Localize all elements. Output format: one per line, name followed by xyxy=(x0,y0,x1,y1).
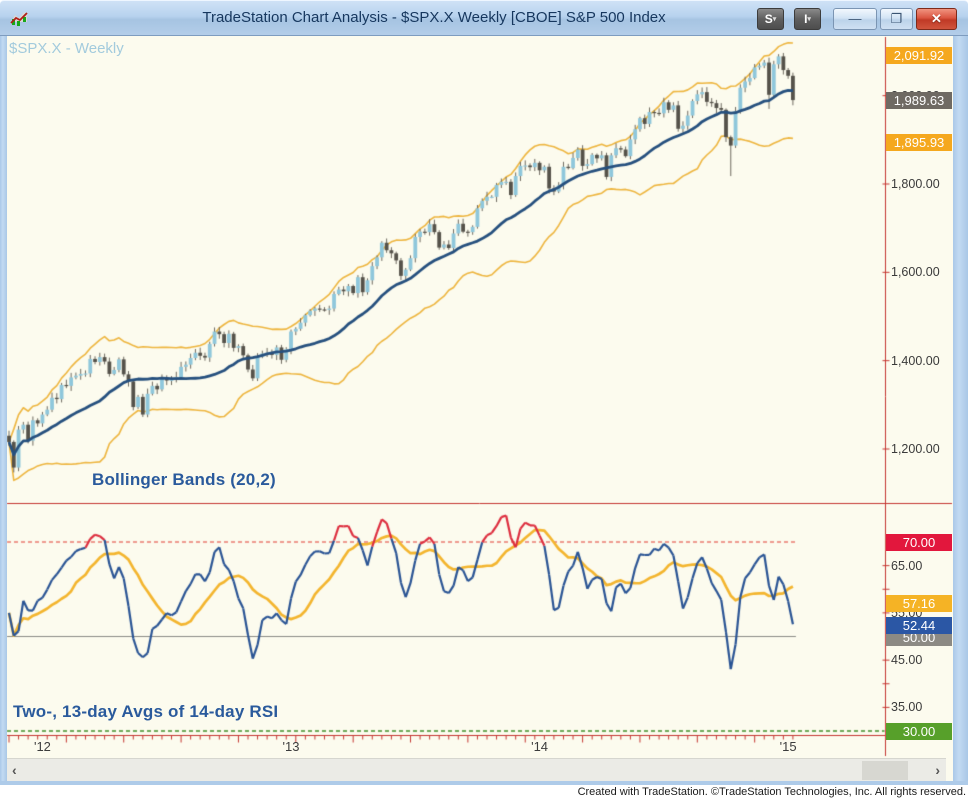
last-price-badge: 1,989.63 xyxy=(886,92,952,110)
bollinger-bands-label: Bollinger Bands (20,2) xyxy=(92,470,276,489)
price-axis-label: 1,400.00 xyxy=(891,353,940,368)
rsi-indicator-label: Two-, 13-day Avgs of 14-day RSI xyxy=(13,702,279,721)
scrollbar-thumb[interactable] xyxy=(862,761,908,780)
title-bar[interactable]: TradeStation Chart Analysis - $SPX.X Wee… xyxy=(0,0,968,36)
rsi-fast-badge: 52.44 xyxy=(886,616,952,634)
chevron-down-icon: ▾ xyxy=(807,16,811,23)
scroll-right-icon[interactable]: › xyxy=(935,762,940,778)
rsi-slow-badge: 57.16 xyxy=(886,594,952,612)
lower-band-badge: 1,895.93 xyxy=(886,133,952,151)
window-title: TradeStation Chart Analysis - $SPX.X Wee… xyxy=(202,9,666,26)
window-border-bottom xyxy=(0,781,968,785)
close-button[interactable]: ✕ xyxy=(916,8,957,30)
copyright-text: Created with TradeStation. ©TradeStation… xyxy=(577,786,966,798)
price-axis-label: 1,800.00 xyxy=(891,177,940,191)
window-border-left xyxy=(0,36,7,781)
year-label: '14 xyxy=(531,739,549,754)
maximize-button[interactable]: ❐ xyxy=(880,8,913,30)
s-menu-button[interactable]: S▾ xyxy=(757,8,784,30)
chart-canvas[interactable] xyxy=(0,36,953,758)
price-axis-label: 1,600.00 xyxy=(891,265,940,280)
rsi-axis-label: 65.00 xyxy=(891,558,923,573)
status-bar: Created with TradeStation. ©TradeStation… xyxy=(0,785,968,800)
scroll-left-icon[interactable]: ‹ xyxy=(12,762,17,778)
rsi-30-badge: 30.00 xyxy=(886,723,952,740)
i-menu-button[interactable]: I▾ xyxy=(794,8,821,30)
app-icon xyxy=(10,12,28,26)
minimize-button[interactable]: — xyxy=(833,8,877,30)
horizontal-scrollbar[interactable]: ‹ › xyxy=(7,758,946,781)
year-label: '13 xyxy=(282,739,300,754)
minimize-icon: — xyxy=(848,11,862,26)
chevron-down-icon: ▾ xyxy=(772,16,777,23)
year-label: '15 xyxy=(779,739,797,754)
symbol-label: $SPX.X - Weekly xyxy=(9,40,124,57)
price-axis-label: 1,200.00 xyxy=(891,442,940,456)
year-label: '12 xyxy=(33,739,51,754)
rsi-70-badge: 70.00 xyxy=(886,534,952,551)
maximize-icon: ❐ xyxy=(890,11,903,26)
chart-client-area: $SPX.X - Weekly Bollinger Bands (20,2) T… xyxy=(0,36,968,785)
close-icon: ✕ xyxy=(931,11,942,26)
rsi-axis-label: 45.00 xyxy=(891,653,923,668)
window-border-right xyxy=(953,36,968,781)
rsi-axis-label: 35.00 xyxy=(891,700,923,715)
upper-band-badge: 2,091.92 xyxy=(886,47,952,65)
